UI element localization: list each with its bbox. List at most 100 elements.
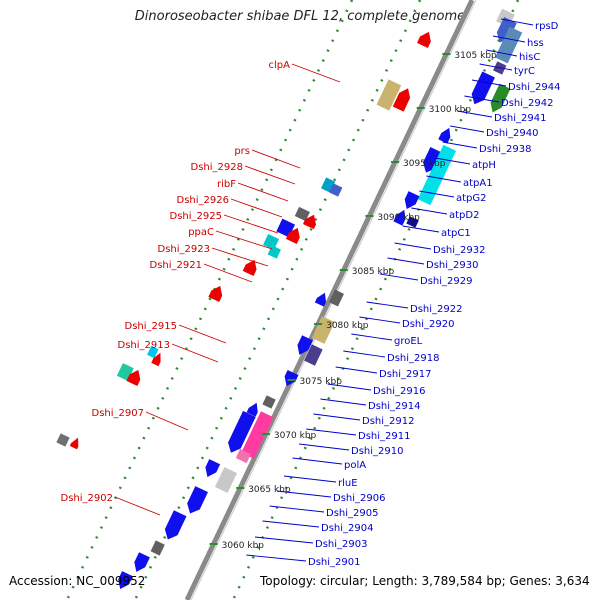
forward-gene-7-shape bbox=[438, 127, 451, 144]
leader-forward-34 bbox=[246, 554, 307, 562]
leader-forward-15 bbox=[394, 242, 432, 250]
reverse-gene-2 bbox=[376, 79, 402, 111]
map-title: Dinoroseobacter shibae DFL 12, complete … bbox=[134, 9, 466, 24]
gene-label-dshi-2905: Dshi_2905 bbox=[326, 508, 378, 519]
gene-label-ribf: ribF bbox=[217, 179, 236, 190]
forward-gene-15-shape bbox=[311, 316, 335, 344]
forward-gene-5 bbox=[471, 71, 495, 105]
reverse-gene-2-shape bbox=[376, 79, 402, 111]
tick-label-7: 3075 kbp bbox=[300, 377, 343, 387]
dotted-guides bbox=[65, 0, 520, 600]
leader-reverse-13 bbox=[114, 496, 161, 516]
leader-reverse-11 bbox=[171, 343, 219, 363]
reverse-gene-3 bbox=[392, 88, 411, 112]
gene-label-dshi-2940: Dshi_2940 bbox=[486, 128, 538, 139]
gene-label-dshi-2926: Dshi_2926 bbox=[177, 195, 229, 206]
reverse-gene-17-shape bbox=[126, 369, 141, 386]
forward-gene-3-shape bbox=[495, 26, 523, 64]
forward-gene-16 bbox=[297, 335, 313, 355]
kbp-ticks: 3105 kbp 3100 kbp 3095 kbp 3090 kbp 3085 kbp… bbox=[209, 51, 497, 551]
leader-forward-31 bbox=[269, 505, 325, 513]
leader-reverse-7 bbox=[215, 230, 273, 250]
reverse-gene-3-shape bbox=[392, 88, 411, 112]
forward-gene-19-shape bbox=[262, 395, 276, 409]
gene-label-atpc1: atpC1 bbox=[441, 228, 471, 239]
gene-label-prs: prs bbox=[234, 146, 250, 157]
reverse-gene-7 bbox=[302, 214, 316, 230]
forward-gene-10 bbox=[404, 191, 420, 210]
reverse-gene-6 bbox=[294, 206, 310, 222]
reverse-gene-10-shape bbox=[263, 234, 280, 250]
forward-gene-17 bbox=[304, 344, 323, 366]
forward-gene-2 bbox=[496, 17, 517, 43]
leader-forward-8 bbox=[450, 125, 485, 133]
reverse-gene-7-shape bbox=[302, 214, 316, 230]
leader-reverse-4 bbox=[237, 182, 289, 202]
forward-gene-12-shape bbox=[406, 216, 419, 228]
reverse-gene-18 bbox=[56, 433, 70, 447]
reverse-gene-19 bbox=[69, 437, 79, 450]
gene-label-dshi-2910: Dshi_2910 bbox=[351, 446, 403, 457]
tick-label-1: 3105 kbp bbox=[454, 51, 497, 61]
leader-forward-22 bbox=[335, 366, 378, 374]
forward-gene-8 bbox=[423, 147, 444, 173]
gene-label-dshi-2944: Dshi_2944 bbox=[508, 82, 560, 93]
leader-forward-3 bbox=[486, 49, 518, 57]
gene-label-tyrc: tyrC bbox=[514, 66, 535, 77]
forward-gene-18-shape bbox=[284, 370, 299, 387]
forward-gene-2-shape bbox=[496, 17, 517, 43]
reverse-gene-9 bbox=[285, 227, 300, 244]
reverse-gene-13 bbox=[208, 285, 223, 302]
leader-forward-6 bbox=[464, 95, 500, 103]
leader-forward-7 bbox=[457, 110, 493, 118]
leader-forward-25 bbox=[313, 413, 361, 421]
forward-gene-6 bbox=[490, 83, 511, 113]
gene-label-pola: polA bbox=[344, 460, 366, 471]
leader-forward-23 bbox=[327, 383, 372, 391]
reverse-gene-5-shape bbox=[329, 183, 343, 197]
forward-gene-20-shape bbox=[246, 402, 258, 417]
forward-gene-16-shape bbox=[297, 335, 313, 355]
forward-gene-11-shape bbox=[393, 209, 406, 226]
forward-gene-21-shape bbox=[228, 410, 256, 453]
leader-forward-28 bbox=[292, 457, 343, 465]
reverse-gene-5 bbox=[329, 183, 343, 197]
gene-label-hisc: hisC bbox=[519, 52, 540, 63]
forward-gene-22 bbox=[241, 411, 274, 459]
leader-forward-30 bbox=[276, 490, 332, 498]
gene-features bbox=[56, 8, 523, 590]
leader-reverse-5 bbox=[230, 198, 283, 218]
gene-label-clpa: clpA bbox=[269, 60, 291, 71]
reverse-gene-1-shape bbox=[417, 31, 431, 48]
dotted-guide-inner-left bbox=[133, 0, 422, 600]
gene-label-hss: hss bbox=[527, 38, 544, 49]
forward-gene-12 bbox=[406, 216, 419, 228]
forward-gene-24-shape bbox=[205, 459, 221, 478]
gene-label-dshi-2942: Dshi_2942 bbox=[501, 98, 553, 109]
gene-labels: rpsD hss hisC tyrC Dshi_2944 Dshi_2942 Dshi_29… bbox=[61, 21, 561, 568]
tick-label-10: 3060 kbp bbox=[222, 541, 265, 551]
forward-gene-27-shape bbox=[164, 510, 187, 540]
leader-forward-16 bbox=[387, 257, 425, 265]
leader-forward-19 bbox=[359, 316, 401, 324]
gene-label-dshi-2913: Dshi_2913 bbox=[118, 340, 170, 351]
gene-label-dshi-2918: Dshi_2918 bbox=[387, 353, 439, 364]
label-leaders bbox=[114, 18, 534, 562]
forward-gene-14 bbox=[314, 292, 327, 307]
reverse-gene-12-shape bbox=[242, 259, 257, 276]
tick-label-4: 3090 kbp bbox=[377, 213, 420, 223]
accession-text: Accession: NC_009952 bbox=[9, 574, 146, 588]
forward-gene-27 bbox=[164, 510, 187, 540]
forward-gene-18 bbox=[284, 370, 299, 387]
leader-forward-12 bbox=[419, 190, 455, 198]
leader-forward-21 bbox=[343, 350, 386, 358]
reverse-gene-12 bbox=[242, 259, 257, 276]
leader-forward-1 bbox=[500, 18, 534, 26]
forward-gene-25 bbox=[214, 467, 238, 493]
forward-gene-13-shape bbox=[328, 289, 344, 307]
gene-label-atph: atpH bbox=[472, 160, 496, 171]
forward-gene-5-shape bbox=[471, 71, 495, 105]
forward-gene-7 bbox=[438, 127, 451, 144]
leader-forward-32 bbox=[262, 520, 320, 528]
gene-label-dshi-2930: Dshi_2930 bbox=[426, 260, 478, 271]
